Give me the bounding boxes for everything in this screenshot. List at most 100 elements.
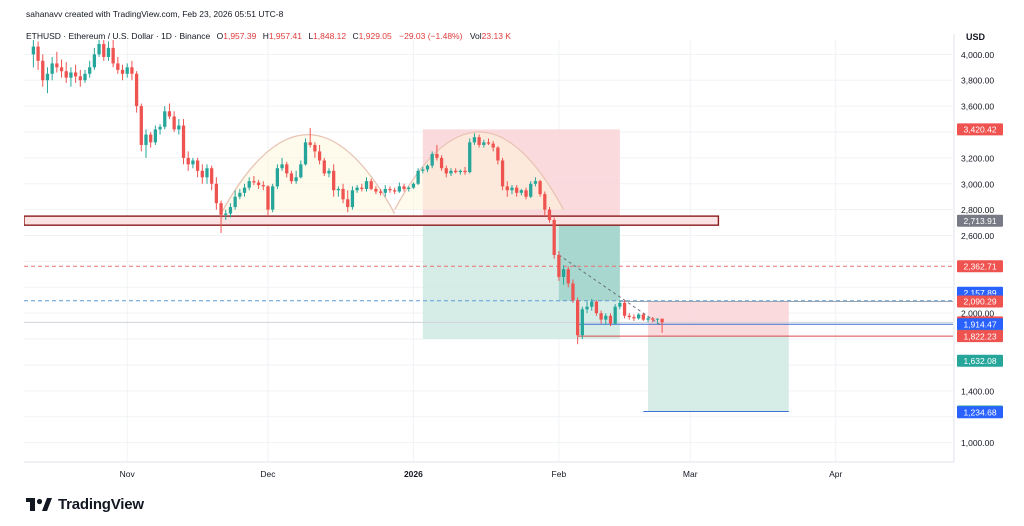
candle [102, 40, 106, 61]
candle [482, 139, 486, 148]
candle-body [116, 63, 120, 70]
candle-body [186, 157, 190, 165]
candle-body [106, 47, 111, 57]
candle [261, 181, 265, 191]
candle [191, 157, 195, 169]
candle [210, 165, 214, 191]
candle [425, 164, 430, 173]
candle [45, 67, 50, 94]
price-tag-label: 1,914.47 [963, 319, 996, 329]
candle-body [585, 306, 589, 310]
candle-body [195, 160, 200, 171]
candle-body [233, 196, 237, 208]
candle-body [360, 187, 364, 189]
candle [55, 51, 59, 73]
candle [454, 168, 458, 174]
tradingview-brand[interactable]: TradingView [26, 496, 144, 513]
candle-body [439, 157, 444, 169]
arc-line-1 [220, 133, 396, 214]
change-value: −29.03 (−1.48%) [399, 31, 463, 41]
candle [571, 279, 575, 303]
candle [167, 103, 172, 120]
candle-body [364, 181, 369, 189]
candle-body [73, 72, 78, 77]
candle-body [181, 125, 186, 158]
candle [458, 169, 462, 175]
candle [139, 103, 143, 152]
candle-body [463, 170, 467, 173]
candle [163, 106, 167, 130]
candle [195, 157, 200, 178]
candle-body [31, 46, 36, 55]
candle [275, 164, 280, 189]
candle-body [36, 46, 40, 61]
candle-body [266, 186, 270, 210]
candle-body [308, 142, 312, 145]
candle [599, 310, 603, 324]
candle [477, 134, 481, 148]
candle [88, 60, 92, 78]
price-tag-label: 2,713.91 [963, 216, 996, 226]
y-tick-label: 2,000.00 [961, 309, 994, 319]
x-tick-label: Apr [829, 469, 842, 479]
x-tick-label: Nov [120, 469, 136, 479]
candle-body [524, 190, 528, 197]
price-tag [957, 330, 1003, 343]
candle [378, 188, 383, 196]
candle-body [411, 183, 416, 188]
candle [92, 47, 97, 70]
candle-body [529, 183, 533, 197]
candle [660, 318, 664, 333]
candle [604, 313, 608, 325]
volume-value: 23.13 K [481, 31, 511, 41]
candle-body [191, 160, 195, 165]
candle-body [92, 54, 97, 68]
candle-body [261, 185, 265, 187]
candle [618, 300, 622, 310]
candle-body [41, 60, 45, 81]
candle-body [83, 73, 87, 81]
candle-body [50, 63, 54, 74]
candle-body [210, 168, 214, 184]
candle-body [430, 154, 434, 166]
candle [36, 41, 40, 70]
close-value: 1,929.05 [358, 31, 392, 41]
candle [336, 186, 341, 197]
candle [285, 161, 289, 178]
candle [172, 111, 176, 132]
candle-body [120, 69, 125, 74]
candle [186, 151, 190, 171]
candle [585, 301, 589, 314]
candle [486, 138, 491, 145]
candle [524, 187, 528, 200]
volume-label: Vol [469, 31, 482, 41]
candle [393, 187, 397, 195]
candle-body [172, 116, 176, 130]
candle [177, 119, 181, 135]
y-tick-label: 1,000.00 [961, 438, 994, 448]
candle [327, 168, 331, 178]
candle [646, 315, 650, 323]
axis-unit[interactable]: USD [966, 32, 986, 42]
candle [622, 300, 627, 319]
candle [369, 178, 373, 191]
candle-body [59, 67, 64, 72]
candle-body [533, 181, 538, 184]
candle-body [280, 164, 284, 169]
y-tick-label: 4,000.00 [961, 50, 994, 60]
candle [78, 69, 82, 87]
candle-body [590, 301, 594, 307]
candle [322, 157, 326, 176]
candle [233, 190, 237, 210]
symbol-title[interactable]: ETHUSD · Ethereum / U.S. Dollar · 1D · B… [26, 31, 211, 41]
candle [547, 207, 552, 223]
candle [341, 183, 345, 204]
candle-body [482, 142, 486, 145]
ohlc-legend: ETHUSD · Ethereum / U.S. Dollar · 1D · B… [26, 31, 511, 41]
price-tag [957, 260, 1003, 273]
candle [214, 177, 219, 210]
candle-body [102, 44, 106, 57]
candle [97, 40, 101, 57]
candle [346, 190, 350, 213]
